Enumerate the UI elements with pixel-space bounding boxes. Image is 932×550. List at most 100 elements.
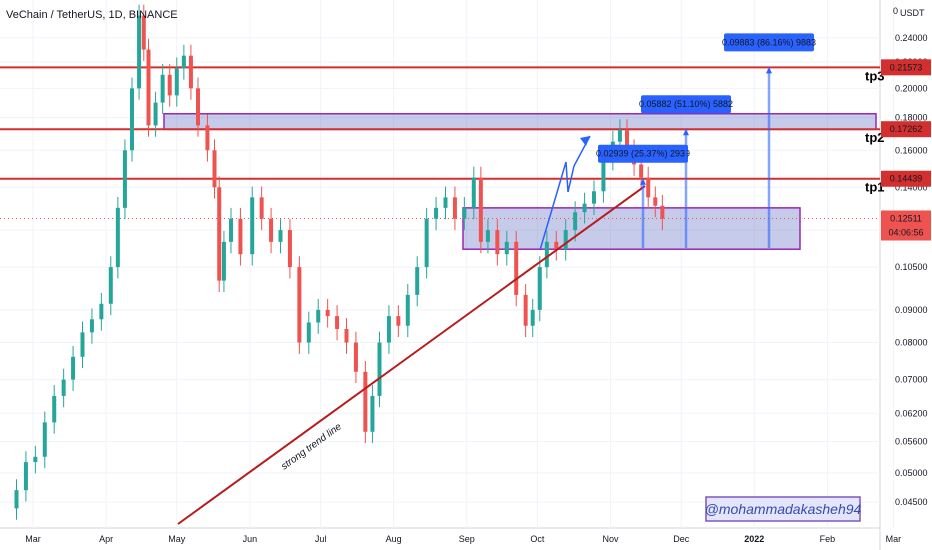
- candle-body: [471, 177, 476, 208]
- candle-body: [141, 15, 146, 50]
- price-badge-tp3: [881, 59, 931, 76]
- candles-layer: [14, 4, 665, 520]
- measurement-arrowhead: [766, 67, 772, 74]
- x-tick-label: Mar: [886, 534, 902, 544]
- candle-body: [297, 267, 302, 343]
- candle-body: [174, 68, 179, 96]
- candle-body: [146, 49, 151, 126]
- candle-body: [108, 267, 113, 304]
- y-tick-label: 0.09000: [895, 305, 928, 315]
- y-tick-label: 0.04500: [895, 497, 928, 507]
- measurement-label-bg: [598, 144, 688, 163]
- candle-body: [221, 241, 226, 281]
- candle-body: [625, 130, 629, 151]
- y-tick-label: 0.18000: [895, 113, 928, 123]
- y-tick-label: 0.05000: [895, 468, 928, 478]
- candle-body: [181, 55, 186, 69]
- trend-line: [177, 185, 646, 525]
- x-tick-label: Dec: [673, 534, 690, 544]
- candle-body: [344, 329, 349, 343]
- price-badge-tp2: [881, 121, 931, 138]
- candle-body: [137, 15, 142, 89]
- price-badge-text-tp1: 0.14439: [890, 174, 923, 184]
- candle-body: [153, 102, 158, 126]
- projection-arrowhead: [580, 136, 590, 146]
- candle-body: [646, 177, 651, 198]
- candle-body: [639, 164, 644, 178]
- candle-body: [229, 218, 233, 242]
- price-badge-tp1: [881, 170, 931, 187]
- candle-body: [71, 356, 76, 380]
- candle-body: [52, 395, 57, 423]
- price-badge-text-tp3: 0.21573: [890, 62, 923, 72]
- measurement-label: 0.09883 (86.16%) 9883: [722, 37, 816, 47]
- y-tick-label: 0.05600: [895, 437, 928, 447]
- candle-body: [196, 88, 200, 126]
- currency-prefix: 0: [893, 6, 898, 16]
- candle-body: [386, 316, 391, 343]
- trend-line-label: strong trend line: [279, 421, 344, 472]
- candle-body: [495, 230, 500, 255]
- candle-body: [405, 294, 410, 326]
- candle-body: [370, 395, 375, 432]
- y-tick-label: 0.07000: [895, 375, 928, 385]
- level-label-tp2: tp2: [865, 130, 885, 145]
- price-badge-text-tp2: 0.17262: [890, 124, 923, 134]
- candle-body: [14, 490, 19, 509]
- candle-body: [212, 150, 217, 188]
- x-tick-label: Jun: [243, 534, 258, 544]
- measurement-arrowhead: [683, 129, 689, 136]
- candle-body: [523, 294, 528, 326]
- y-axis[interactable]: 0.240000.220000.200000.180000.160000.140…: [881, 33, 931, 507]
- candle-body: [160, 74, 165, 103]
- current-price-text: 0.12511: [890, 213, 922, 223]
- candle-body: [278, 230, 283, 242]
- candle-body: [80, 332, 85, 357]
- measurement-label: 0.05882 (51.10%) 5882: [639, 99, 733, 109]
- candle-body: [217, 187, 222, 281]
- watermark-text: @mohammadakasheh94: [705, 501, 862, 517]
- y-tick-label: 0.10500: [895, 262, 928, 272]
- candle-body: [617, 130, 622, 142]
- measurement-label-bg: [641, 95, 731, 114]
- y-tick-label: 0.08000: [895, 338, 928, 348]
- x-tick-label: May: [168, 534, 186, 544]
- candle-body: [514, 241, 519, 295]
- candle-body: [250, 197, 255, 255]
- candle-body: [537, 267, 542, 310]
- x-tick-label: Jul: [315, 534, 327, 544]
- candle-body: [325, 309, 330, 317]
- watermark: @mohammadakasheh94: [705, 496, 862, 522]
- candle-body: [396, 316, 401, 326]
- currency-label: USDT: [900, 8, 925, 18]
- projection-path: [539, 135, 591, 251]
- candle-body: [660, 205, 665, 219]
- candle-body: [61, 379, 66, 396]
- y-tick-label: 0.16000: [895, 145, 928, 155]
- candle-body: [287, 230, 292, 268]
- x-tick-label: Mar: [25, 534, 41, 544]
- x-tick-label: Feb: [820, 534, 836, 544]
- candle-body: [434, 207, 439, 219]
- candle-body: [415, 267, 420, 295]
- candle-body: [99, 303, 104, 320]
- candle-body: [452, 197, 457, 219]
- candle-body: [122, 150, 127, 208]
- candle-body: [167, 74, 172, 96]
- candle-body: [259, 197, 264, 219]
- candle-body: [115, 207, 120, 268]
- candle-body: [42, 422, 47, 457]
- x-tick-label: Oct: [530, 534, 545, 544]
- level-label-tp3: tp3: [865, 68, 885, 83]
- candle-body: [554, 241, 559, 250]
- candle-body: [530, 309, 535, 326]
- x-axis: Mar Apr May Jun Jul Aug Sep Oct Nov Dec 2022 Feb Mar…: [25, 534, 902, 544]
- candle-body: [363, 371, 368, 432]
- x-tick-label: Nov: [602, 534, 619, 544]
- candle-body: [306, 322, 311, 343]
- x-tick-label: Aug: [386, 534, 402, 544]
- x-tick-label: Apr: [99, 534, 113, 544]
- measurement-label-bg: [724, 33, 814, 52]
- candle-body: [462, 207, 467, 219]
